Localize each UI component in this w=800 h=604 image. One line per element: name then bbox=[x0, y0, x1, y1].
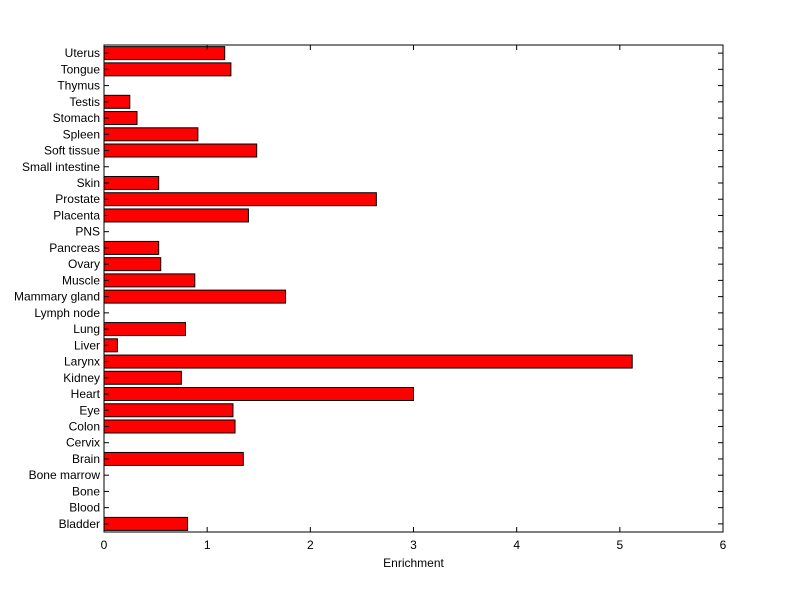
y-tick-label: Muscle bbox=[62, 273, 100, 287]
bar-heart bbox=[103, 387, 414, 402]
y-tick-label: Bladder bbox=[59, 517, 100, 531]
bar-brain bbox=[103, 451, 244, 466]
y-tick-label: Blood bbox=[69, 501, 100, 515]
bar-soft-tissue bbox=[103, 143, 258, 158]
y-tick-label: Cervix bbox=[66, 436, 100, 450]
y-tick-label: Colon bbox=[69, 419, 100, 433]
y-tick-label: Bone marrow bbox=[29, 468, 101, 482]
y-tick-label: Pancreas bbox=[49, 241, 100, 255]
x-tick-label: 0 bbox=[101, 538, 108, 552]
y-tick-label: Mammary gland bbox=[14, 290, 100, 304]
x-tick-label: 6 bbox=[720, 538, 727, 552]
y-tick-label: Thymus bbox=[57, 79, 100, 93]
y-tick-label: PNS bbox=[75, 225, 100, 239]
x-axis-label: Enrichment bbox=[383, 556, 444, 570]
y-tick-label: Larynx bbox=[64, 355, 100, 369]
y-tick-label: Placenta bbox=[53, 208, 100, 222]
bar-larynx bbox=[103, 354, 633, 369]
bar-pancreas bbox=[103, 240, 160, 255]
x-tick-label: 1 bbox=[204, 538, 211, 552]
y-tick-label: Ovary bbox=[68, 257, 100, 271]
bar-eye bbox=[103, 403, 234, 418]
x-tick-label: 2 bbox=[307, 538, 314, 552]
bar-skin bbox=[103, 175, 160, 190]
y-tick-label: Heart bbox=[71, 387, 101, 401]
bar-bladder bbox=[103, 516, 189, 531]
y-tick-label: Brain bbox=[72, 452, 100, 466]
x-tick-label: 5 bbox=[616, 538, 623, 552]
y-tick-label: Bone bbox=[72, 484, 100, 498]
x-tick-label: 3 bbox=[410, 538, 417, 552]
y-tick-label: Small intestine bbox=[22, 160, 100, 174]
y-tick-label: Lung bbox=[73, 322, 100, 336]
bar-tongue bbox=[103, 62, 232, 77]
y-tick-label: Stomach bbox=[53, 111, 100, 125]
y-tick-label: Uterus bbox=[65, 46, 100, 60]
bar-kidney bbox=[103, 370, 182, 385]
bar-muscle bbox=[103, 273, 196, 288]
y-tick-label: Prostate bbox=[55, 192, 100, 206]
y-tick-label: Lymph node bbox=[34, 306, 100, 320]
y-tick-label: Spleen bbox=[63, 127, 100, 141]
bar-colon bbox=[103, 419, 236, 434]
bar-prostate bbox=[103, 192, 377, 207]
y-tick-label: Skin bbox=[77, 176, 100, 190]
bar-spleen bbox=[103, 127, 199, 142]
x-tick-label: 4 bbox=[513, 538, 520, 552]
y-tick-label: Liver bbox=[74, 338, 100, 352]
y-tick-label: Eye bbox=[79, 403, 100, 417]
bar-lung bbox=[103, 322, 186, 337]
bar-mammary-gland bbox=[103, 289, 287, 304]
bar-placenta bbox=[103, 208, 249, 223]
y-tick-label: Soft tissue bbox=[44, 144, 100, 158]
bar-ovary bbox=[103, 257, 162, 272]
y-tick-label: Testis bbox=[69, 95, 100, 109]
bar-uterus bbox=[103, 46, 226, 61]
y-tick-label: Kidney bbox=[63, 371, 100, 385]
y-tick-label: Tongue bbox=[61, 62, 101, 76]
